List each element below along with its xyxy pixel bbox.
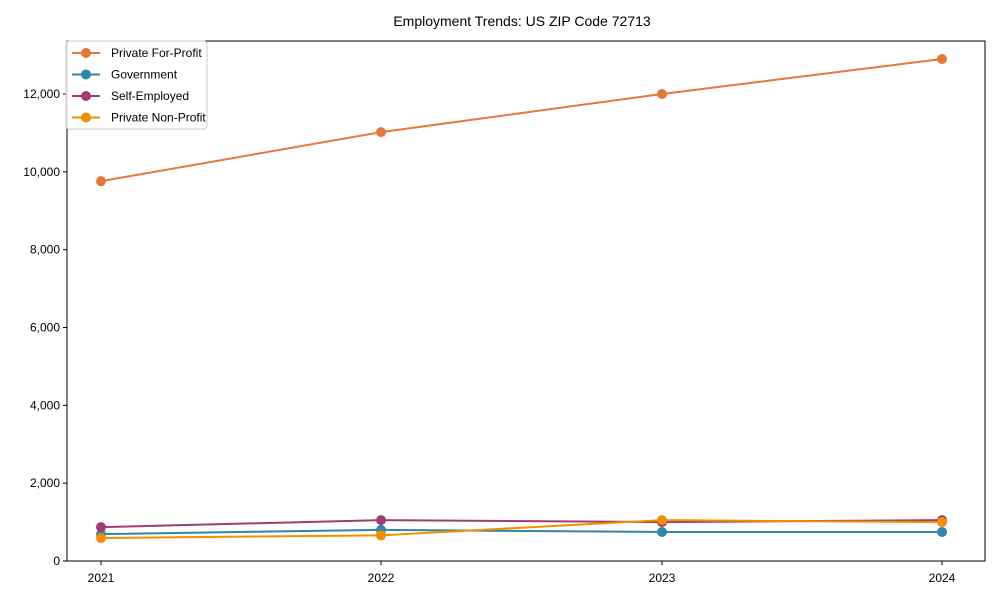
legend-item: Private For-Profit xyxy=(72,46,202,60)
series-line xyxy=(100,57,943,183)
y-tick-label: 2,000 xyxy=(30,476,60,490)
data-point[interactable] xyxy=(937,527,947,538)
legend-label: Private Non-Profit xyxy=(111,111,206,125)
data-point[interactable] xyxy=(96,176,106,187)
x-tick-label: 2021 xyxy=(88,571,115,585)
data-point[interactable] xyxy=(937,517,947,528)
x-axis: 2021 2022 2023 2024 xyxy=(88,561,956,585)
y-tick-label: 12,000 xyxy=(23,87,60,101)
x-tick-label: 2024 xyxy=(929,571,956,585)
legend-item: Private Non-Profit xyxy=(72,111,206,125)
y-tick-label: 4,000 xyxy=(30,398,60,412)
legend-item: Self-Employed xyxy=(72,89,189,103)
y-tick-label: 10,000 xyxy=(23,165,60,179)
data-point[interactable] xyxy=(376,127,386,138)
series-layer xyxy=(96,53,947,544)
data-point[interactable] xyxy=(657,527,667,538)
legend-label: Private For-Profit xyxy=(111,46,202,60)
legend: Private For-Profit Government Self-Employe… xyxy=(65,40,208,130)
plot-area xyxy=(66,40,986,562)
legend-marker-icon xyxy=(81,69,91,80)
legend-label: Government xyxy=(111,68,178,82)
legend-item: Government xyxy=(72,68,178,82)
series-private-for-profit xyxy=(96,53,947,187)
data-point[interactable] xyxy=(657,89,667,99)
data-point[interactable] xyxy=(657,515,667,526)
y-tick-label: 8,000 xyxy=(30,243,60,257)
legend-box xyxy=(65,40,208,130)
data-point[interactable] xyxy=(96,533,106,544)
data-point[interactable] xyxy=(937,53,947,64)
data-point[interactable] xyxy=(376,515,386,526)
data-point[interactable] xyxy=(376,530,386,541)
x-tick-label: 2023 xyxy=(649,571,676,585)
series-line xyxy=(100,519,943,540)
chart-title: Employment Trends: US ZIP Code 72713 xyxy=(393,13,651,29)
series-self-employed xyxy=(96,515,947,533)
legend-marker-icon xyxy=(81,112,91,123)
data-point[interactable] xyxy=(96,522,106,533)
y-tick-label: 6,000 xyxy=(30,321,60,335)
legend-marker-icon xyxy=(81,91,91,101)
y-axis: 0 2,000 4,000 6,000 8,000 10,000 12,000 xyxy=(23,87,67,568)
y-tick-label: 0 xyxy=(53,554,60,568)
plot-frame xyxy=(66,40,986,562)
series-line xyxy=(100,528,942,536)
legend-marker-icon xyxy=(81,48,91,58)
x-tick-label: 2022 xyxy=(368,571,395,585)
legend-label: Self-Employed xyxy=(111,89,189,103)
series-private-non-profit xyxy=(96,515,947,544)
